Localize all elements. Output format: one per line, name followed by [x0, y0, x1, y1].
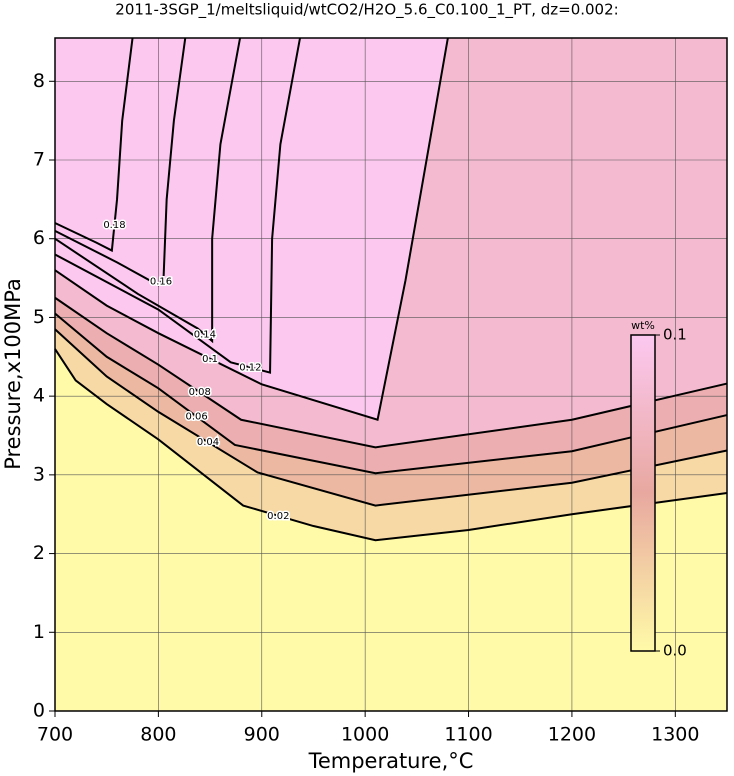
y-tick-label: 7: [33, 149, 45, 171]
chart-title: 2011-3SGP_1/meltsliquid/wtCO2/H2O_5.6_C0…: [115, 1, 618, 20]
contour-line: [54, 37, 242, 344]
contour-line: [54, 37, 134, 253]
contour-label: 0.06: [186, 412, 208, 423]
colorbar: [630, 334, 656, 652]
contour-line: [54, 348, 728, 542]
colorbar-tick-label: 0.0: [663, 642, 687, 660]
contour-label: 0.08: [189, 387, 211, 398]
contour-line: [54, 328, 728, 507]
y-tick-label: 0: [33, 700, 45, 722]
contour-label: 0.16: [150, 277, 172, 288]
contour-line: [54, 312, 728, 475]
contour-line: [54, 37, 302, 374]
y-tick-label: 1: [33, 621, 45, 643]
colorbar-title: wt%: [631, 319, 655, 332]
contour-label: 0.1: [202, 354, 218, 365]
contour-line: [54, 37, 449, 422]
y-tick-label: 6: [33, 227, 45, 249]
x-tick-label: 900: [244, 724, 280, 746]
contour-label: 0.14: [194, 330, 216, 341]
contour-label: 0.12: [239, 362, 261, 373]
y-tick-label: 2: [33, 542, 45, 564]
contour-label: 0.18: [103, 220, 125, 231]
contour-label: 0.02: [267, 511, 289, 522]
y-axis-label: Pressure,x100MPa: [1, 278, 25, 470]
plot-frame: [54, 37, 728, 712]
x-tick-label: 700: [37, 724, 73, 746]
y-tick-label: 8: [33, 70, 45, 92]
x-tick-label: 800: [140, 724, 176, 746]
x-axis-label: Temperature,°C: [308, 749, 474, 773]
contour-label: 0.04: [197, 437, 219, 448]
colorbar-tick-label: 0.1: [663, 326, 687, 344]
contour-line: [54, 296, 728, 449]
contour-line: [54, 37, 187, 287]
y-tick-label: 4: [33, 385, 45, 407]
x-tick-label: 1200: [548, 724, 596, 746]
x-tick-label: 1000: [341, 724, 389, 746]
contour-fill: [55, 38, 133, 251]
x-tick-label: 1300: [651, 724, 699, 746]
x-tick-label: 1100: [444, 724, 492, 746]
y-tick-label: 5: [33, 306, 45, 328]
y-tick-label: 3: [33, 463, 45, 485]
